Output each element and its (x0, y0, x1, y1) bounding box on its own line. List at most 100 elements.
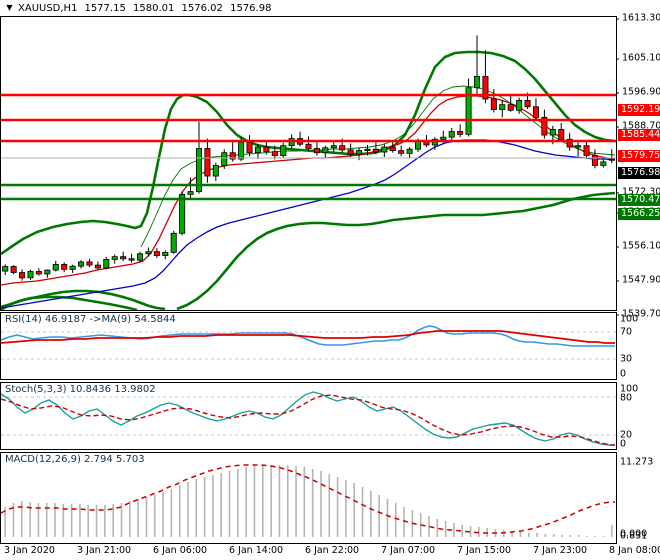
candle-body (372, 148, 379, 153)
candle-body (94, 264, 101, 269)
resistance-tag-1579[interactable]: 1579.75 (618, 150, 660, 162)
candle-body (280, 145, 287, 156)
candle-body (330, 145, 337, 149)
moving-average-red (1, 95, 616, 286)
candle-body (448, 131, 455, 138)
candle-body (305, 143, 312, 149)
stoch-scale-20: 20 (620, 429, 633, 441)
candle-body (364, 148, 371, 151)
ohlc-close: 1576.98 (230, 2, 272, 14)
candle-body (398, 150, 405, 154)
candle-body (35, 271, 42, 275)
candle-body (524, 100, 531, 108)
candle-body (128, 258, 135, 261)
ohlc-open: 1577.15 (84, 2, 126, 14)
price-tick: 1572.30 (616, 187, 660, 198)
candle-body (406, 148, 413, 154)
candle-body (195, 148, 202, 192)
candle-body (389, 146, 396, 151)
macd-svg (1, 464, 615, 537)
candle-body (204, 148, 211, 177)
candle-body (490, 98, 497, 111)
candle-body (136, 253, 144, 261)
rsi-name: RSI(14) (5, 314, 42, 325)
moving-average-blue (1, 139, 616, 309)
macd-signal-line (1, 464, 615, 534)
time-label: 6 Jan 22:00 (305, 545, 360, 556)
candle-body (583, 145, 590, 156)
rsi-scale-70: 70 (620, 326, 633, 338)
time-axis[interactable]: 3 Jan 2020 3 Jan 21:00 6 Jan 06:00 6 Jan… (0, 544, 660, 560)
candle-body (212, 165, 219, 177)
candle-body (78, 261, 85, 267)
price-tick: 1588.70 (616, 121, 660, 132)
candle-body (69, 265, 76, 270)
stochastic-label: Stoch(5,3,3) 10.8436 13.9802 (5, 384, 156, 395)
resistance-tag-1585[interactable]: 1585.44 (618, 129, 660, 141)
price-tick: 1556.10 (616, 241, 660, 252)
rsi-arrow: -> (89, 314, 102, 325)
stoch-scale-100: 100 (620, 383, 639, 395)
stochastic-panel[interactable]: Stoch(5,3,3) 10.8436 13.9802 (0, 382, 617, 450)
macd-histogram (4, 465, 613, 537)
price-tick: 1613.30 (616, 13, 660, 24)
candle-body (347, 149, 354, 155)
triangle-down-icon[interactable]: ▼ (6, 3, 13, 12)
candle-body (111, 256, 118, 260)
macd-panel[interactable]: MACD(12,26,9) 2.794 5.703 (0, 452, 617, 544)
stoch-scale-0: 0 (620, 438, 627, 450)
stoch-d-line (1, 394, 615, 446)
candle-body (457, 131, 464, 135)
price-chart-panel[interactable] (0, 16, 617, 311)
candle-body (313, 148, 320, 154)
macd-scale-zero: 0.000 (620, 528, 648, 540)
candle-body (608, 158, 615, 161)
macd-name: MACD(12,26,9) (5, 454, 81, 465)
time-label: 7 Jan 07:00 (381, 545, 436, 556)
candle-body (516, 100, 523, 111)
price-axis[interactable]: 1613.30 1605.10 1596.90 1588.70 1572.30 … (616, 13, 660, 544)
support-tag-1570[interactable]: 1570.47 (618, 194, 660, 206)
rsi-scale-30: 30 (620, 353, 633, 365)
candle-body (246, 141, 253, 154)
time-label: 6 Jan 06:00 (153, 545, 208, 556)
candle-body (2, 266, 9, 272)
rsi-line (1, 325, 615, 347)
resistance-tag-1592[interactable]: 1592.19 (618, 104, 660, 116)
rsi-ma-value: 54.5844 (134, 314, 176, 325)
price-tick: 1596.90 (616, 87, 660, 98)
rsi-panel[interactable]: RSI(14) 46.9187 ->MA(9) 54.5844 (0, 312, 617, 380)
candle-body (27, 271, 34, 279)
rsi-value: 46.9187 (44, 314, 87, 325)
current-price-tag[interactable]: 1576.98 (618, 167, 660, 179)
bollinger-lower-band (1, 191, 616, 310)
stoch-d-value: 13.9802 (114, 384, 156, 395)
bollinger-band-segment-left (1, 295, 138, 310)
candle-body (263, 146, 270, 153)
candle-body (356, 150, 363, 155)
candle-body (440, 136, 447, 140)
candle-body (482, 75, 489, 100)
candle-body (507, 104, 514, 111)
time-label: 3 Jan 21:00 (77, 545, 132, 556)
time-label: 7 Jan 23:00 (533, 545, 588, 556)
candle-body (549, 128, 556, 136)
candle-body (103, 259, 110, 269)
rsi-ma-name: MA(9) (101, 314, 132, 325)
candle-body (532, 106, 539, 118)
candle-body (19, 272, 26, 279)
rsi-svg (1, 325, 616, 360)
price-tick: 1539.70 (616, 309, 660, 320)
candle-body (238, 141, 245, 160)
symbol-label: XAUUSD,H1 (18, 2, 78, 14)
ohlc-values: 1577.15 1580.01 1576.02 1576.98 (84, 3, 275, 14)
rsi-scale-100: 100 (620, 313, 639, 325)
support-tag-1566[interactable]: 1566.25 (618, 208, 660, 220)
rsi-label: RSI(14) 46.9187 ->MA(9) 54.5844 (5, 314, 176, 325)
price-tick: 1547.90 (616, 275, 660, 286)
candle-body (558, 128, 565, 140)
rsi-ma-line (1, 330, 615, 344)
time-label: 8 Jan 08:00 (609, 545, 660, 556)
candle-body (221, 152, 228, 166)
stoch-name: Stoch(5,3,3) (5, 384, 67, 395)
